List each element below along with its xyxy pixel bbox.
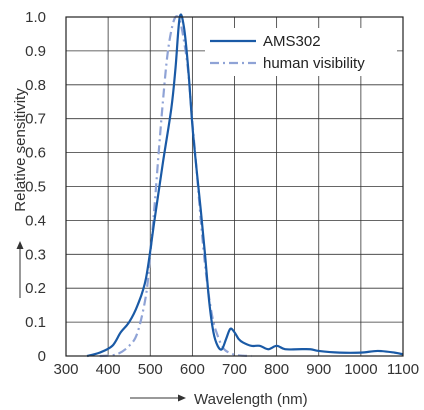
x-tick-label: 900: [306, 361, 331, 378]
y-tick-label: 0.1: [25, 314, 46, 331]
y-tick-label: 0.4: [25, 212, 46, 229]
x-tick-labels: 300 400 500 600 700 800 900 1000 1100: [53, 361, 419, 378]
y-tick-label: 1.0: [25, 9, 46, 26]
series-line-human-visibility: [99, 15, 252, 358]
y-tick-label: 0.3: [25, 246, 46, 263]
x-axis-label: Wavelength (nm): [194, 391, 308, 408]
x-tick-label: 500: [138, 361, 163, 378]
x-tick-label: 1000: [344, 361, 377, 378]
y-axis-arrow-head: [16, 241, 24, 249]
y-tick-label: 0.5: [25, 179, 46, 196]
y-tick-label: 0.7: [25, 111, 46, 128]
legend-label-human-visibility: human visibility: [263, 55, 365, 72]
legend: AMS302 human visibility: [205, 28, 397, 76]
x-tick-label: 300: [53, 361, 78, 378]
x-tick-label: 600: [180, 361, 205, 378]
x-axis-arrow-head: [178, 394, 186, 402]
y-axis-title: Relative sensitivity: [12, 88, 29, 298]
series-line-ams302: [86, 13, 404, 358]
y-axis-label: Relative sensitivity: [12, 88, 29, 212]
y-tick-label: 0.9: [25, 43, 46, 60]
y-tick-label: 0: [38, 348, 46, 365]
x-tick-label: 400: [96, 361, 121, 378]
plot-frame: [65, 16, 404, 357]
y-tick-label: 0.6: [25, 145, 46, 162]
y-tick-label: 0.2: [25, 280, 46, 297]
y-tick-label: 0.8: [25, 77, 46, 94]
x-tick-label: 800: [264, 361, 289, 378]
legend-background: [205, 28, 397, 76]
x-tick-label: 700: [222, 361, 247, 378]
x-axis-title: Wavelength (nm): [130, 391, 308, 408]
series-lines: [86, 13, 404, 358]
y-tick-labels: 0 0.1 0.2 0.3 0.4 0.5 0.6 0.7 0.8 0.9 1.0: [25, 9, 46, 365]
x-tick-label: 1100: [387, 361, 419, 378]
legend-label-ams302: AMS302: [263, 33, 321, 50]
